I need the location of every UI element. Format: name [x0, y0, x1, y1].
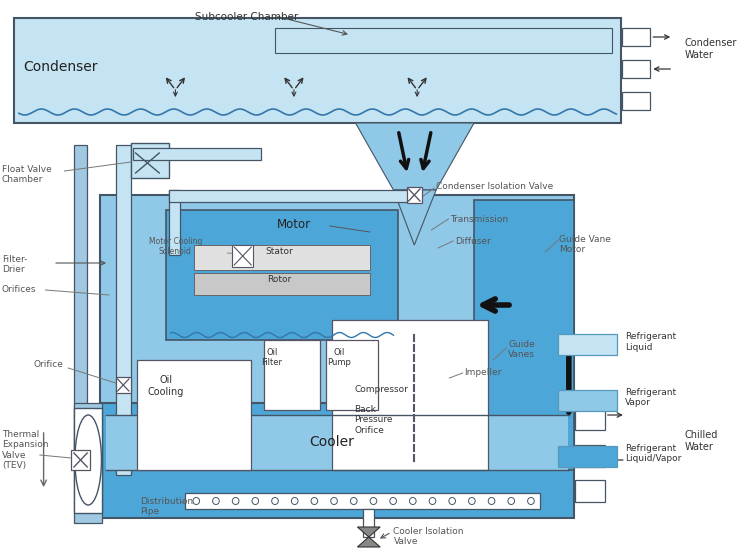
Polygon shape	[74, 408, 102, 513]
Polygon shape	[622, 92, 650, 110]
Text: Refrigerant
Vapor: Refrigerant Vapor	[625, 388, 676, 407]
Ellipse shape	[75, 415, 101, 505]
Polygon shape	[474, 200, 574, 470]
Text: Oil
Pump: Oil Pump	[328, 348, 352, 368]
Text: Orifice: Orifice	[33, 360, 63, 369]
Text: Refrigerant
Liquid/Vapor: Refrigerant Liquid/Vapor	[625, 443, 682, 463]
Text: Transmission: Transmission	[451, 215, 508, 224]
Polygon shape	[106, 415, 568, 470]
Text: Orifices: Orifices	[2, 285, 36, 294]
Text: Guide
Vanes: Guide Vanes	[508, 340, 535, 359]
Polygon shape	[558, 334, 617, 355]
Polygon shape	[332, 320, 488, 470]
Polygon shape	[574, 480, 605, 502]
Polygon shape	[185, 493, 540, 509]
Text: Float Valve
Chamber: Float Valve Chamber	[2, 165, 52, 184]
Text: Cooler Isolation
Valve: Cooler Isolation Valve	[394, 527, 464, 546]
Polygon shape	[558, 390, 617, 411]
Polygon shape	[71, 450, 90, 470]
Polygon shape	[74, 145, 87, 470]
Polygon shape	[407, 187, 422, 203]
Polygon shape	[355, 123, 474, 190]
Text: Condenser: Condenser	[24, 60, 98, 74]
Polygon shape	[138, 360, 252, 470]
Polygon shape	[115, 377, 131, 393]
Polygon shape	[263, 340, 320, 410]
Polygon shape	[394, 190, 436, 245]
Polygon shape	[100, 403, 574, 518]
Text: Guide Vane
Motor: Guide Vane Motor	[559, 235, 611, 255]
Polygon shape	[363, 509, 374, 537]
Polygon shape	[115, 145, 131, 475]
Polygon shape	[19, 23, 270, 118]
Text: Subcooler Chamber: Subcooler Chamber	[195, 12, 298, 22]
Polygon shape	[357, 527, 380, 537]
Polygon shape	[574, 445, 605, 467]
Text: Thermal
Expansion
Valve
(TEV): Thermal Expansion Valve (TEV)	[2, 430, 48, 470]
Text: Compressor: Compressor	[354, 385, 408, 394]
Polygon shape	[131, 143, 169, 178]
Polygon shape	[169, 190, 180, 255]
Polygon shape	[166, 210, 398, 340]
Text: Condenser Isolation Valve: Condenser Isolation Valve	[436, 182, 554, 191]
Text: Motor: Motor	[277, 218, 311, 231]
Polygon shape	[74, 403, 102, 523]
Polygon shape	[558, 446, 617, 467]
Polygon shape	[357, 537, 380, 547]
Polygon shape	[169, 190, 415, 202]
Polygon shape	[232, 245, 253, 267]
Polygon shape	[326, 340, 378, 410]
Text: Back
Pressure
Orifice: Back Pressure Orifice	[354, 405, 393, 435]
Text: Motor Cooling
Solenoid: Motor Cooling Solenoid	[149, 237, 202, 256]
Text: Condenser
Water: Condenser Water	[684, 38, 737, 60]
Text: Impeller: Impeller	[465, 368, 502, 377]
Text: Cooler: Cooler	[309, 435, 354, 449]
Text: Filter-
Drier: Filter- Drier	[2, 255, 27, 275]
Polygon shape	[275, 28, 611, 53]
Text: Chilled
Water: Chilled Water	[684, 430, 718, 452]
Polygon shape	[14, 18, 621, 123]
Text: Diffuser: Diffuser	[455, 237, 491, 246]
Text: Rotor: Rotor	[268, 275, 292, 284]
Polygon shape	[132, 148, 260, 160]
Polygon shape	[100, 195, 574, 470]
Text: Stator: Stator	[266, 247, 294, 256]
Polygon shape	[195, 245, 370, 270]
Polygon shape	[574, 408, 605, 430]
Polygon shape	[195, 273, 370, 295]
Text: Distribution
Pipe: Distribution Pipe	[141, 497, 193, 516]
Text: Refrigerant
Liquid: Refrigerant Liquid	[625, 332, 676, 351]
Text: Oil
Filter: Oil Filter	[262, 348, 283, 368]
Polygon shape	[622, 28, 650, 46]
Polygon shape	[622, 60, 650, 78]
Text: Oil
Cooling: Oil Cooling	[148, 375, 184, 397]
